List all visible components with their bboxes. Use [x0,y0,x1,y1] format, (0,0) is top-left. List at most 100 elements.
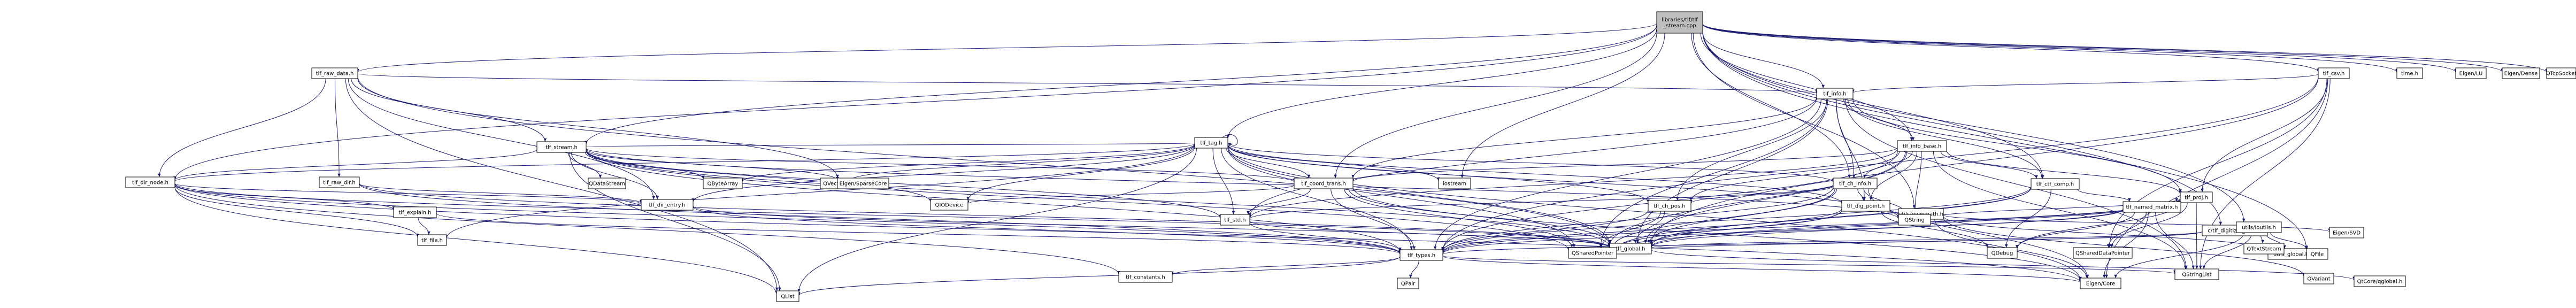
node-eigen-dense[interactable]: Eigen/Dense [2502,67,2540,79]
include-edge-tlf_dir_node_h-to-tlf_file_h [174,187,419,237]
node-qstringlist[interactable]: QStringList [2174,268,2219,280]
node-label: tlf_ch_pos.h [1654,204,1685,210]
node-box [319,176,360,188]
include-edge-tlf_tag_h-to-tlf_file_h [445,144,1195,238]
include-edge-tlf_raw_data_h-to-eigen_sparsecore [357,78,839,179]
node-box [1400,249,1443,261]
node-tlf-dir-entry-h[interactable]: tlf_dir_entry.h [641,199,694,211]
node-box [1656,11,1703,34]
node-box [776,290,799,302]
include-edge-tlf_stream_h-to-tlf_dir_node_h [173,149,537,181]
include-edge-root-to-tlf_dig_data_h [1702,31,2223,226]
include-edge-tlf_tag_h-to-tlf_std_h [1212,148,1235,215]
node-time-h[interactable]: time.h [2396,67,2423,79]
node-qiodevice[interactable]: QIODevice [930,199,968,211]
node-eigen-svd[interactable]: Eigen/SVD [2329,227,2364,238]
node-label: libraries/tlf/tlf [1662,17,1698,23]
node-qtcpsocket[interactable]: QTcpSocket [2546,67,2576,79]
node-box [2174,268,2219,280]
node-tlf-raw-dir-h[interactable]: tlf_raw_dir.h [319,176,360,188]
node-eigen-lu[interactable]: Eigen/LU [2455,67,2487,79]
node-tlf-tag-h[interactable]: tlf_tag.h [1194,137,1228,149]
node-qsharedpointer[interactable]: QSharedPointer [1568,247,1617,259]
node-label: QByteArray [708,181,739,187]
node-qdatastream[interactable]: QDataStream [588,178,626,189]
node-eigen-sparsecore[interactable]: Eigen/SparseCore [837,178,889,189]
node-qvariant[interactable]: QVariant [2303,273,2334,284]
include-edge-root-to-eigen_lu [1702,24,2457,73]
node-tlf-named-matrix-h[interactable]: tlf_named_matrix.h [2123,201,2181,213]
node-tlf-ch-info-h[interactable]: tlf_ch_info.h [1833,178,1878,189]
include-edge-tlf_proj_h-to-qshareddatapointer [2110,202,2188,248]
node-qpair[interactable]: QPair [1397,278,1419,289]
node-qshareddatapointer[interactable]: QSharedDataPointer [2073,247,2133,259]
node-qlist[interactable]: QList [776,290,799,302]
node-tlf-ch-pos-h[interactable]: tlf_ch_pos.h [1648,200,1691,212]
include-edge-root-to-iostream [1460,33,1665,179]
include-edge-tlf_stream_h-to-tlf_coord_trans_h [586,148,1296,182]
node-label: QtCore/qglobal.h [2357,279,2403,285]
include-edge-tlf_types_h-to-qstringlist [1442,255,2177,274]
include-edges [158,23,2548,296]
node-tlf-dir-node-h[interactable]: tlf_dir_node.h [125,176,175,188]
include-edge-root-to-tlf_stream_h [585,25,1657,144]
node-box [703,178,743,189]
node-utils-ioutils-h[interactable]: utils/ioutils.h [2236,221,2282,233]
include-edge-tlf_dir_node_h-to-tlf_types_h [174,183,1402,254]
include-edge-utils_ioutils_h-to-qfile [2270,232,2308,249]
node-tlf-coord-trans-h[interactable]: tlf_coord_trans.h [1294,178,1354,189]
include-edge-root-to-tlf_raw_data_h [356,23,1657,73]
include-edge-tlf_stream_h-to-qsharedpointer [586,149,1570,251]
node-label: tlf_dir_entry.h [649,203,686,209]
node-qfile[interactable]: QFile [2306,248,2328,260]
include-edge-tlf_dig_data_h-to-tlf_global_h [1650,231,2203,249]
node-box [588,178,626,189]
node-iostream[interactable]: iostream [1438,178,1471,189]
node-qcoreglobal[interactable]: QtCore/qglobal.h [2354,275,2406,287]
include-edge-tlf_types_h-to-qpair [1409,260,1419,279]
include-edge-tlf_coord_trans_h-to-tlf_std_h [1247,188,1311,215]
node-box [2243,243,2285,255]
include-edge-tlf_ch_info_h-to-tlf_dig_point_h [1857,188,1865,201]
node-tlf-stream-h[interactable]: tlf_stream.h [536,141,587,153]
node-box [1987,247,2018,259]
node-tlf-std-h[interactable]: tlf_std.h [1220,214,1250,226]
include-edge-tlf_ch_pos_h-to-qsharedpointer [1600,211,1662,248]
node-tlf-proj-h[interactable]: tlf_proj.h [2180,191,2213,203]
node-label: QSharedPointer [1572,251,1614,257]
node-label: Eigen/Dense [2504,71,2538,77]
node-label: tlf_file.h [421,238,443,244]
node-tlf-constants-h[interactable]: tlf_constants.h [1118,271,1173,283]
include-edge-root-to-tlf_tag_h [1226,28,1657,139]
node-eigen-core[interactable]: Eigen/Core [2080,278,2121,289]
include-edge-tlf_info_base_h-to-qstringlist [1933,151,2187,270]
node-tlf-ctf-comp-h[interactable]: tlf_ctf_comp.h [2031,178,2080,190]
include-edge-tlf_coord_trans_h-to-qiodevice [966,184,1295,204]
node-tlf-csv-h[interactable]: tlf_csv.h [2318,67,2350,79]
node-tlf-dig-point-h[interactable]: tlf_dig_point.h [1841,200,1890,212]
node-tlf-explain-h[interactable]: tlf_explain.h [393,206,437,218]
node-qstring[interactable]: QString [1898,214,1931,226]
include-edge-tlf_tag_h-to-eigen_core [1227,145,2082,280]
node-box [1897,140,1947,152]
node-tlf-info-base-h[interactable]: tlf_info_base.h [1897,140,1947,152]
node-label: QIODevice [935,203,964,209]
node-qtextstream[interactable]: QTextStream [2243,243,2285,255]
node-qdebug[interactable]: QDebug [1987,247,2018,259]
node-tlf-info-h[interactable]: tlf_info.h [1816,88,1854,99]
node-tlf-file-h[interactable]: tlf_file.h [417,234,447,246]
node-label: tlf_constants.h [1126,275,1165,281]
include-edge-tlf_tag_h-to-qsharedpointer [1227,147,1576,248]
node-root[interactable]: libraries/tlf/tlf_stream.cpp [1656,11,1703,34]
node-tlf-types-h[interactable]: tlf_types.h [1400,249,1443,261]
node-box [1841,200,1890,212]
include-edge-tlf_raw_data_h-to-tlf_dir_node_h [158,78,326,178]
include-edge-root-to-eigen_dense [1702,24,2504,73]
include-edge-tlf_info_base_h-to-qsharedpointer [1608,151,1906,248]
node-tlf-raw-data-h[interactable]: tlf_raw_data.h [311,67,358,79]
include-edge-tlf_csv_h-to-eigen_core [2105,78,2328,279]
node-qbytearray[interactable]: QByteArray [703,178,743,189]
include-edge-tlf_dig_point_h-to-tlf_types_h [1441,208,1842,253]
node-box [930,199,968,211]
